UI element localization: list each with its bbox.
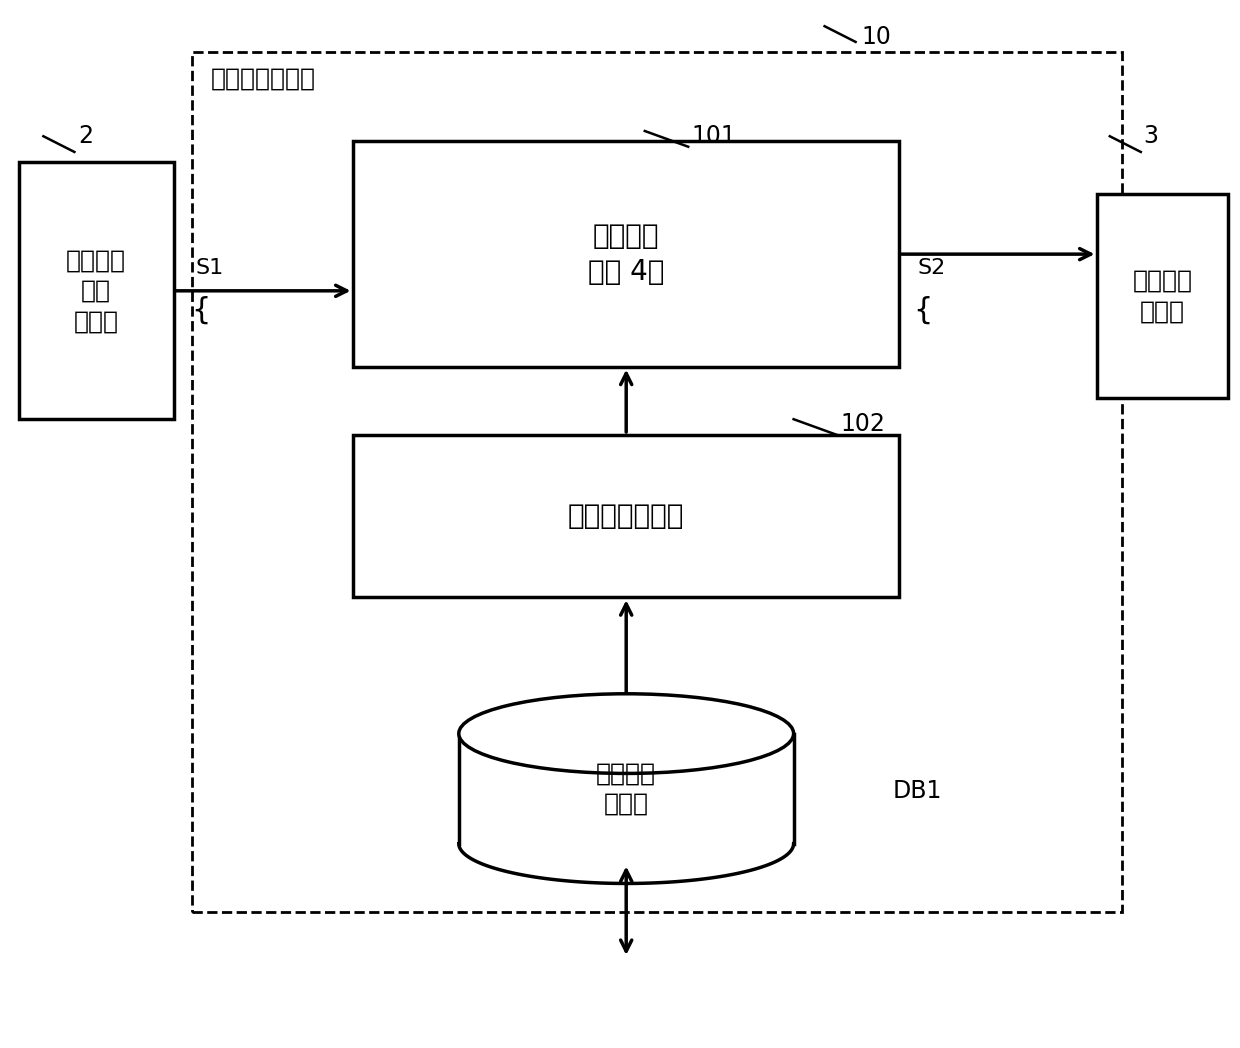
Text: 101: 101: [692, 125, 737, 148]
Text: S1: S1: [196, 258, 224, 278]
Text: 3: 3: [1143, 125, 1158, 148]
Text: {: {: [913, 296, 932, 325]
Text: 102: 102: [841, 413, 885, 436]
Text: 控制输出
运算部: 控制输出 运算部: [1132, 268, 1193, 324]
Text: 2: 2: [78, 125, 93, 148]
Text: 控制输入
数据
制作部: 控制输入 数据 制作部: [66, 248, 126, 333]
Text: DB1: DB1: [893, 780, 942, 803]
Bar: [459, 734, 794, 844]
Bar: [1097, 194, 1228, 398]
Bar: [192, 52, 1122, 912]
Text: 神经网络选择部: 神经网络选择部: [568, 502, 684, 530]
Text: 10: 10: [862, 25, 892, 48]
Text: {: {: [191, 296, 211, 325]
Bar: [456, 802, 796, 844]
Bar: [353, 435, 899, 597]
Bar: [19, 162, 174, 419]
Text: 控制规则执行部: 控制规则执行部: [211, 67, 316, 90]
Text: 控制规则
数据库: 控制规则 数据库: [596, 761, 656, 816]
Text: 神经网络
（图 4）: 神经网络 （图 4）: [588, 222, 665, 286]
Bar: [353, 141, 899, 367]
Ellipse shape: [459, 694, 794, 773]
Text: S2: S2: [918, 258, 946, 278]
